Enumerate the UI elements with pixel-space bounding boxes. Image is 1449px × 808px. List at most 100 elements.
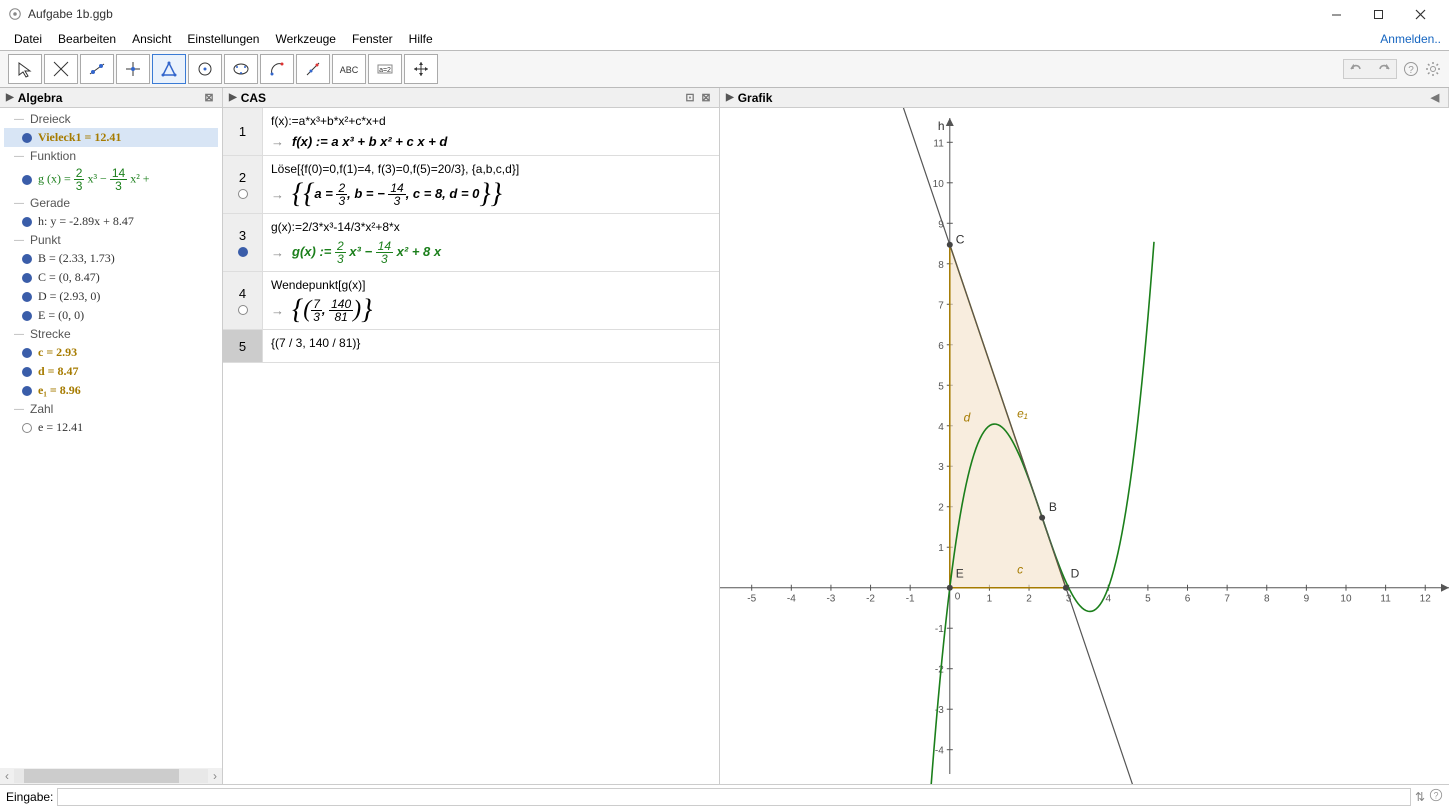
- algebra-category[interactable]: Funktion: [4, 147, 218, 165]
- tool-button-4[interactable]: [152, 54, 186, 84]
- tool-button-2[interactable]: [80, 54, 114, 84]
- login-link[interactable]: Anmelden..: [1380, 32, 1441, 46]
- menu-einstellungen[interactable]: Einstellungen: [181, 30, 265, 48]
- algebra-item-label: D = (2.93, 0): [38, 289, 100, 304]
- tool-button-1[interactable]: [44, 54, 78, 84]
- help-icon[interactable]: ?: [1403, 61, 1419, 77]
- cas-row-number[interactable]: 3: [223, 214, 263, 271]
- close-algebra-icon[interactable]: ⊠: [202, 91, 216, 105]
- app-icon: [8, 7, 22, 21]
- cas-cell-body[interactable]: Löse[{f(0)=0,f(1)=4, f(3)=0,f(5)=20/3}, …: [263, 156, 719, 213]
- algebra-item[interactable]: e₁ = 8.96: [4, 381, 218, 400]
- minimize-button[interactable]: [1315, 1, 1357, 27]
- visibility-bullet-icon[interactable]: [22, 348, 32, 358]
- tool-button-11[interactable]: [404, 54, 438, 84]
- svg-text:4: 4: [1105, 594, 1111, 605]
- menu-ansicht[interactable]: Ansicht: [126, 30, 177, 48]
- svg-text:e₁: e₁: [1017, 407, 1028, 421]
- cas-row-number[interactable]: 2: [223, 156, 263, 213]
- tool-button-7[interactable]: [260, 54, 294, 84]
- tool-button-0[interactable]: [8, 54, 42, 84]
- algebra-hscrollbar[interactable]: ‹ ›: [0, 768, 222, 784]
- cas-visibility-bullet-icon[interactable]: [238, 189, 248, 199]
- window-title: Aufgabe 1b.ggb: [28, 7, 1315, 21]
- cas-cell-body[interactable]: Wendepunkt[g(x)]→{(73, 14081)}: [263, 272, 719, 329]
- algebra-item[interactable]: D = (2.93, 0): [4, 287, 218, 306]
- algebra-panel-header[interactable]: ▶Algebra ⊠: [0, 88, 223, 107]
- cas-cell-body[interactable]: g(x):=2/3*x³-14/3*x²+8*x→g(x) := 23 x³ −…: [263, 214, 719, 271]
- cas-visibility-bullet-icon[interactable]: [238, 247, 248, 257]
- algebra-item[interactable]: d = 8.47: [4, 362, 218, 381]
- algebra-item[interactable]: e = 12.41: [4, 418, 218, 437]
- visibility-bullet-icon[interactable]: [22, 273, 32, 283]
- maximize-button[interactable]: [1357, 1, 1399, 27]
- svg-text:h: h: [938, 119, 945, 133]
- visibility-bullet-icon[interactable]: [22, 175, 32, 185]
- window-titlebar: Aufgabe 1b.ggb: [0, 0, 1449, 28]
- close-cas-icon[interactable]: ⊠: [699, 91, 713, 105]
- cas-row[interactable]: 1f(x):=a*x³+b*x²+c*x+d→f(x) := a x³ + b …: [223, 108, 719, 156]
- visibility-bullet-icon[interactable]: [22, 311, 32, 321]
- algebra-category[interactable]: Dreieck: [4, 110, 218, 128]
- input-help-icon[interactable]: ?: [1429, 788, 1443, 805]
- algebra-item[interactable]: E = (0, 0): [4, 306, 218, 325]
- close-button[interactable]: [1399, 1, 1441, 27]
- cas-input: g(x):=2/3*x³-14/3*x²+8*x: [271, 220, 711, 234]
- menu-fenster[interactable]: Fenster: [346, 30, 399, 48]
- menu-datei[interactable]: Datei: [8, 30, 48, 48]
- algebra-item[interactable]: B = (2.33, 1.73): [4, 249, 218, 268]
- visibility-bullet-icon[interactable]: [22, 423, 32, 433]
- algebra-item[interactable]: c = 2.93: [4, 343, 218, 362]
- cas-row[interactable]: 4Wendepunkt[g(x)]→{(73, 14081)}: [223, 272, 719, 330]
- tool-button-9[interactable]: ABC: [332, 54, 366, 84]
- svg-text:12: 12: [1420, 594, 1432, 605]
- tool-button-8[interactable]: [296, 54, 330, 84]
- settings-icon[interactable]: [1425, 61, 1441, 77]
- undo-button[interactable]: [1344, 60, 1370, 78]
- collapse-icon: ▶: [6, 92, 14, 103]
- grafik-panel-header[interactable]: ▶Grafik ◀: [720, 88, 1449, 107]
- cas-row[interactable]: 5{(7 / 3, 140 / 81)}: [223, 330, 719, 363]
- input-dropdown-icon[interactable]: ⇅: [1415, 790, 1425, 804]
- menu-hilfe[interactable]: Hilfe: [403, 30, 439, 48]
- tool-button-5[interactable]: [188, 54, 222, 84]
- cas-visibility-bullet-icon[interactable]: [238, 305, 248, 315]
- menu-bearbeiten[interactable]: Bearbeiten: [52, 30, 122, 48]
- cas-row-number[interactable]: 1: [223, 108, 263, 155]
- cas-panel-header[interactable]: ▶CAS ⊡⊠: [223, 88, 720, 107]
- cas-row-number[interactable]: 5: [223, 330, 263, 362]
- algebra-item[interactable]: g (x) = 23 x³ − 143 x² +: [4, 165, 218, 194]
- visibility-bullet-icon[interactable]: [22, 367, 32, 377]
- tool-button-3[interactable]: [116, 54, 150, 84]
- algebra-item[interactable]: Vieleck1 = 12.41: [4, 128, 218, 147]
- visibility-bullet-icon[interactable]: [22, 254, 32, 264]
- algebra-category[interactable]: Strecke: [4, 325, 218, 343]
- panels-bar: ▶Algebra ⊠ ▶CAS ⊡⊠ ▶Grafik ◀: [0, 88, 1449, 108]
- cas-row[interactable]: 2 Löse[{f(0)=0,f(1)=4, f(3)=0,f(5)=20/3},…: [223, 156, 719, 214]
- visibility-bullet-icon[interactable]: [22, 292, 32, 302]
- expand-grafik-icon[interactable]: ◀: [1428, 91, 1442, 105]
- graph-canvas[interactable]: -5-4-3-2-10123456789101112-4-3-2-1123456…: [720, 108, 1449, 784]
- command-input[interactable]: [57, 788, 1411, 806]
- cas-input: Löse[{f(0)=0,f(1)=4, f(3)=0,f(5)=20/3}, …: [271, 162, 711, 176]
- tool-button-10[interactable]: a=2: [368, 54, 402, 84]
- popout-cas-icon[interactable]: ⊡: [683, 91, 697, 105]
- visibility-bullet-icon[interactable]: [22, 133, 32, 143]
- algebra-item[interactable]: h: y = -2.89x + 8.47: [4, 212, 218, 231]
- algebra-item[interactable]: C = (0, 8.47): [4, 268, 218, 287]
- cas-cell-body[interactable]: f(x):=a*x³+b*x²+c*x+d→f(x) := a x³ + b x…: [263, 108, 719, 155]
- cas-row[interactable]: 3g(x):=2/3*x³-14/3*x²+8*x→g(x) := 23 x³ …: [223, 214, 719, 272]
- svg-text:5: 5: [938, 381, 944, 392]
- algebra-category[interactable]: Punkt: [4, 231, 218, 249]
- cas-row-number[interactable]: 4: [223, 272, 263, 329]
- tool-button-6[interactable]: [224, 54, 258, 84]
- visibility-bullet-icon[interactable]: [22, 217, 32, 227]
- menu-werkzeuge[interactable]: Werkzeuge: [269, 30, 341, 48]
- cas-cell-body[interactable]: {(7 / 3, 140 / 81)}: [263, 330, 719, 362]
- svg-text:9: 9: [1304, 594, 1310, 605]
- algebra-category[interactable]: Zahl: [4, 400, 218, 418]
- algebra-category[interactable]: Gerade: [4, 194, 218, 212]
- visibility-bullet-icon[interactable]: [22, 386, 32, 396]
- redo-button[interactable]: [1370, 60, 1396, 78]
- toolbar: ABCa=2 ?: [0, 50, 1449, 88]
